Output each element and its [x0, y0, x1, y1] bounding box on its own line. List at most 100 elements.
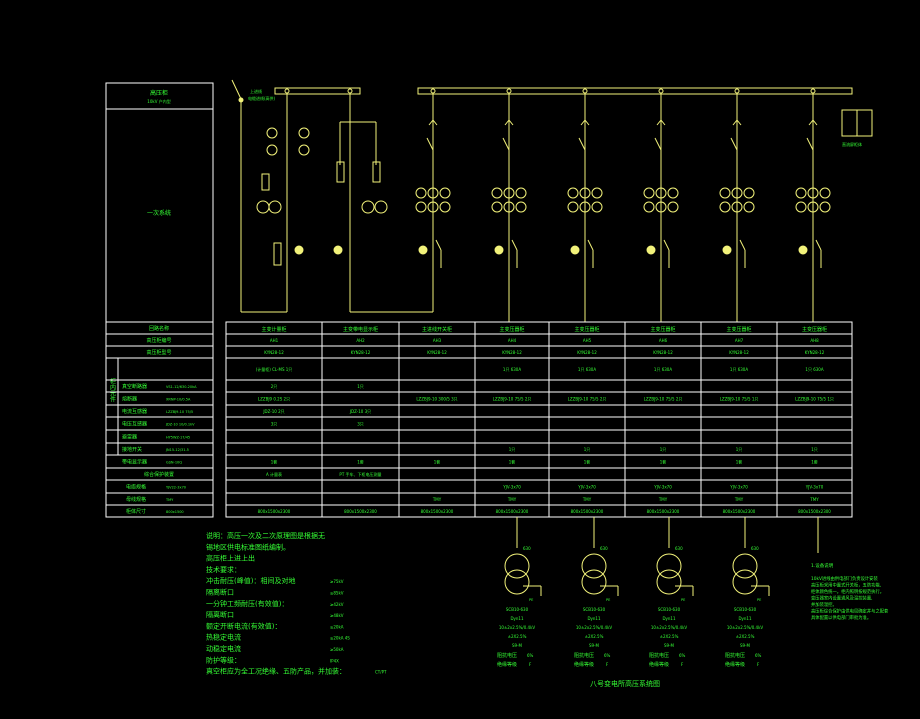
- table-cell-value: KYN28-12: [427, 350, 447, 355]
- column-header: 主变压器柜: [499, 326, 524, 333]
- row-label: 电流互感器: [122, 408, 147, 415]
- earth-switch-icon: [739, 239, 746, 251]
- table-cell-value: 1套: [357, 459, 364, 465]
- current-transformer-icon: [743, 187, 755, 199]
- disconnect-icon: [736, 119, 742, 126]
- table-cell-value: YJV-3x70: [577, 485, 596, 490]
- right-note-line: 具体配置以供电部门审批为准。: [811, 614, 871, 621]
- table-cell: [321, 391, 400, 406]
- table-cell-value: 800x1500x2300: [571, 509, 604, 514]
- table-cell-value: LZZBJ9-10 75/5 1只: [720, 397, 759, 402]
- table-cell-value: 1套: [271, 459, 278, 465]
- current-transformer-icon: [515, 187, 527, 199]
- table-cell-value: KYN28-12: [653, 350, 673, 355]
- note-line: 隔离断口: [206, 610, 234, 619]
- disconnect-icon: [432, 119, 438, 126]
- bus-node: [347, 88, 353, 94]
- transformer-primary-icon: [732, 553, 758, 579]
- current-transformer-icon: [503, 201, 515, 213]
- table-cell-value: 800x1500x2300: [496, 509, 529, 514]
- current-transformer-icon: [491, 201, 503, 213]
- current-transformer-icon: [807, 201, 819, 213]
- live-indicator-icon: [722, 245, 732, 255]
- table-cell-value: KYN28-12: [805, 350, 825, 355]
- left-table-cell: [105, 492, 214, 506]
- column-header: 主变压器柜: [650, 326, 675, 333]
- table-cell-value: TMY: [507, 497, 517, 502]
- note-value: ≥50kA: [330, 647, 344, 652]
- table-cell-value: LZZBJ9 0.2S 2只: [258, 397, 290, 402]
- table-cell-value: KYN28-12: [577, 350, 597, 355]
- left-table-cell: [105, 479, 214, 494]
- disconnect-icon: [580, 119, 586, 126]
- row-spec: HY5WZ-17/45: [166, 436, 190, 440]
- note-line: 冲击耐压(峰值)：相间及对地: [206, 576, 295, 585]
- transformer-spec: SCB10-630: [658, 607, 681, 612]
- note-value: ≥20kA: [330, 624, 344, 629]
- transformer-spec: S9-M: [512, 643, 523, 648]
- transformer-id: 630: [600, 546, 608, 551]
- transformer-id: 630: [675, 546, 683, 551]
- note-value: ≥75kV: [330, 579, 344, 584]
- table-cell-value: 3只: [271, 422, 278, 427]
- table-cell-value: (计量柜) CL-MS 1只: [256, 366, 293, 372]
- transformer-spec: SCB10-630: [734, 607, 757, 612]
- fuse-icon: [372, 161, 381, 183]
- impedance-label: 阻抗电压: [497, 652, 517, 659]
- row-label: 避雷器: [122, 434, 137, 441]
- row-spec: JN15-12/31.5: [165, 448, 189, 452]
- table-cell: [700, 467, 778, 481]
- left-table-cell: [105, 357, 214, 381]
- row-spec: VS1-12/630-20kA: [166, 385, 197, 389]
- row-spec: LZZBJ9-10 75/5: [166, 410, 193, 414]
- table-cell-value: AH1: [270, 338, 279, 343]
- table-cell-value: KYN28-12: [729, 350, 749, 355]
- current-transformer-icon: [266, 144, 278, 156]
- table-cell-value: YJV-3x70: [805, 485, 824, 490]
- table-cell-value: 1只 630A: [730, 367, 748, 372]
- pe-label: PE: [757, 598, 761, 602]
- insulation-label: 绝缘等级: [574, 661, 594, 668]
- note-line: 动稳定电流: [206, 644, 241, 653]
- current-transformer-icon: [567, 187, 579, 199]
- table-cell-value: 1套: [584, 459, 591, 465]
- table-cell-value: 1只: [660, 447, 667, 452]
- column-header: 主变计量柜: [261, 326, 286, 333]
- table-cell-value: 1只: [584, 447, 591, 452]
- table-cell: [548, 416, 626, 431]
- disconnect-icon: [508, 119, 514, 126]
- live-indicator-icon: [294, 245, 304, 255]
- current-transformer-icon: [795, 201, 807, 213]
- table-cell: [776, 467, 853, 481]
- table-cell: [321, 479, 400, 494]
- impedance-label: 阻抗电压: [574, 652, 594, 659]
- impedance-label: 阻抗电压: [725, 652, 745, 659]
- impedance-value: 6%: [679, 653, 686, 658]
- column-header: 主变压器柜: [802, 326, 827, 333]
- disconnect-icon: [732, 119, 738, 126]
- table-cell-value: KYN28-12: [502, 350, 522, 355]
- row-label: 母线规格: [126, 496, 146, 503]
- live-indicator-icon: [494, 245, 504, 255]
- breaker-icon: [426, 137, 434, 151]
- group-label: 柜内元件: [109, 377, 116, 403]
- right-note-line: 并加装温控。: [811, 601, 837, 608]
- transformer-spec: Dyn11: [662, 616, 676, 621]
- table-cell: [776, 379, 853, 393]
- transformer-spec: Dyn11: [738, 616, 752, 621]
- table-cell: [776, 416, 853, 431]
- note-value: ≥20kA 4S: [330, 636, 350, 641]
- current-transformer-icon: [819, 187, 831, 199]
- current-transformer-icon: [731, 187, 743, 199]
- current-transformer-icon: [643, 187, 655, 199]
- table-cell-value: 3只: [357, 422, 364, 427]
- main-busbar: [417, 87, 853, 95]
- current-transformer-icon: [591, 187, 603, 199]
- breaker-icon: [730, 137, 738, 151]
- earth-switch-icon: [815, 239, 822, 251]
- table-cell-value: 1套: [434, 459, 441, 465]
- current-transformer-icon: [567, 201, 579, 213]
- row-spec: XRNP-10/0.5A: [166, 398, 191, 402]
- transformer-spec: ±2X2.5%: [508, 634, 527, 639]
- transformer-spec: ±2X2.5%: [736, 634, 755, 639]
